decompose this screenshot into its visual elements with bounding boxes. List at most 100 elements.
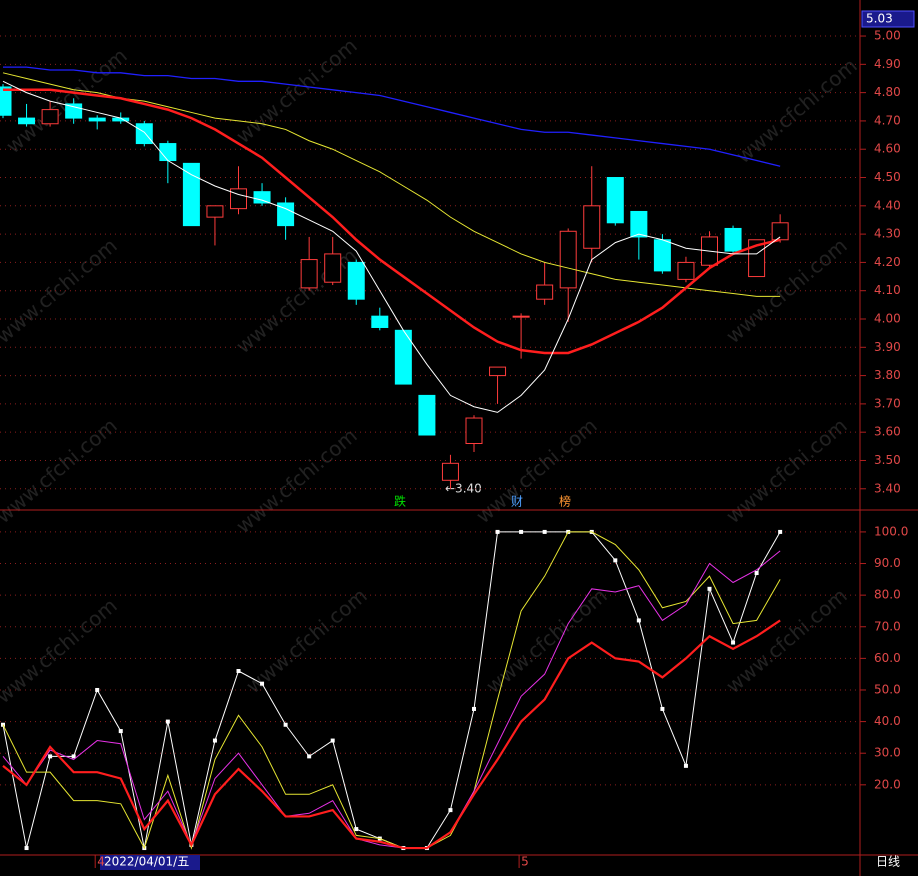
point-marker [236,669,241,674]
y-tick-label: 4.40 [874,198,901,212]
candle-body [441,462,459,481]
low-annotation: ←3.40 [445,482,482,496]
candle-body [230,188,247,210]
y-tick-label: 4.50 [874,170,901,184]
line [3,66,781,167]
line [2,72,781,297]
point-marker [754,571,759,576]
y-tick-label: 3.40 [874,481,901,495]
y-tick-label: 4.10 [874,283,901,297]
y-tick-label: 4.90 [874,57,901,71]
y-tick-label: 3.90 [874,340,901,354]
line [2,531,781,849]
point-marker [165,719,170,724]
price-label: 5.03 [866,12,893,26]
candle-body [630,210,648,238]
candle-body [512,315,530,318]
line [2,531,781,850]
point-marker [48,754,53,759]
candle-body [0,86,12,116]
y-tick-label: 4.30 [874,227,901,241]
watermark: www.cfchi.com [721,413,851,528]
candle-body [18,117,36,125]
candle-body [65,103,83,119]
watermark: www.cfchi.com [471,413,601,528]
y-tick-label: 4.80 [874,85,901,99]
candle-body [253,191,271,204]
point-marker [731,640,736,645]
point-marker [495,529,500,534]
point-marker [683,763,688,768]
point-marker [283,722,288,727]
watermark: www.cfchi.com [481,583,611,698]
candle-body [606,177,624,224]
candle-body [324,253,342,283]
y-tick-label: 3.50 [874,453,901,467]
point-marker [707,586,712,591]
event-marker: 跌 [394,494,406,509]
y-tick-label: 70.0 [874,619,901,633]
watermarks: www.cfchi.com www.cfchi.com www.cfchi.co… [0,33,862,708]
candle-body [371,315,389,328]
line [2,550,781,849]
point-marker [95,687,100,692]
y-tick-label: 4.60 [874,142,901,156]
point-marker [71,754,76,759]
point-marker [212,738,217,743]
candle-body [277,202,295,227]
y-tick-label: 100.0 [874,524,908,538]
candle-body [135,123,153,145]
candle-body [489,366,507,377]
candle-body [536,284,554,300]
point-marker [660,706,665,711]
candle-body [748,239,766,278]
watermark: www.cfchi.com [731,53,861,168]
point-marker [519,529,524,534]
point-marker [330,738,335,743]
event-marker: 榜 [559,494,571,509]
x-tick-label: 4 [97,855,105,869]
point-marker [118,729,123,734]
y-tick-label: 3.60 [874,425,901,439]
cursor-date-box [100,855,200,870]
y-tick-label: 30.0 [874,746,901,760]
candle-body [465,417,483,445]
point-marker [636,618,641,623]
candle-body [653,239,671,272]
candle-body [583,205,601,249]
candle-body [677,261,695,280]
watermark: www.cfchi.com [1,43,131,158]
candle-body [418,394,436,436]
price-label-box [861,10,915,28]
watermark: www.cfchi.com [241,583,371,698]
y-tick-label: 3.80 [874,368,901,382]
line [2,80,781,413]
cursor-date: 2022/04/01/五 [104,855,189,869]
point-marker [307,754,312,759]
y-tick-label: 4.00 [874,311,901,325]
y-tick-label: 4.20 [874,255,901,269]
point-marker [778,529,783,534]
watermark: www.cfchi.com [0,413,122,528]
y-tick-label: 90.0 [874,556,901,570]
period-label[interactable]: 日线 [876,855,900,869]
y-tick-label: 50.0 [874,682,901,696]
candle-body [724,227,742,252]
candle-body [559,230,577,289]
candle-body [300,259,318,289]
watermark: www.cfchi.com [0,593,122,708]
watermark: www.cfchi.com [231,423,361,538]
candle-body [347,261,365,300]
point-marker [24,846,29,851]
candle-body [41,109,59,125]
y-tick-label: 60.0 [874,651,901,665]
point-marker [472,706,476,711]
candle-body [88,117,106,122]
point-marker [354,827,359,832]
y-tick-label: 80.0 [874,588,901,602]
y-tick-label: 20.0 [874,777,901,791]
point-marker [613,558,618,563]
candle-body [182,162,200,227]
line [2,619,781,850]
